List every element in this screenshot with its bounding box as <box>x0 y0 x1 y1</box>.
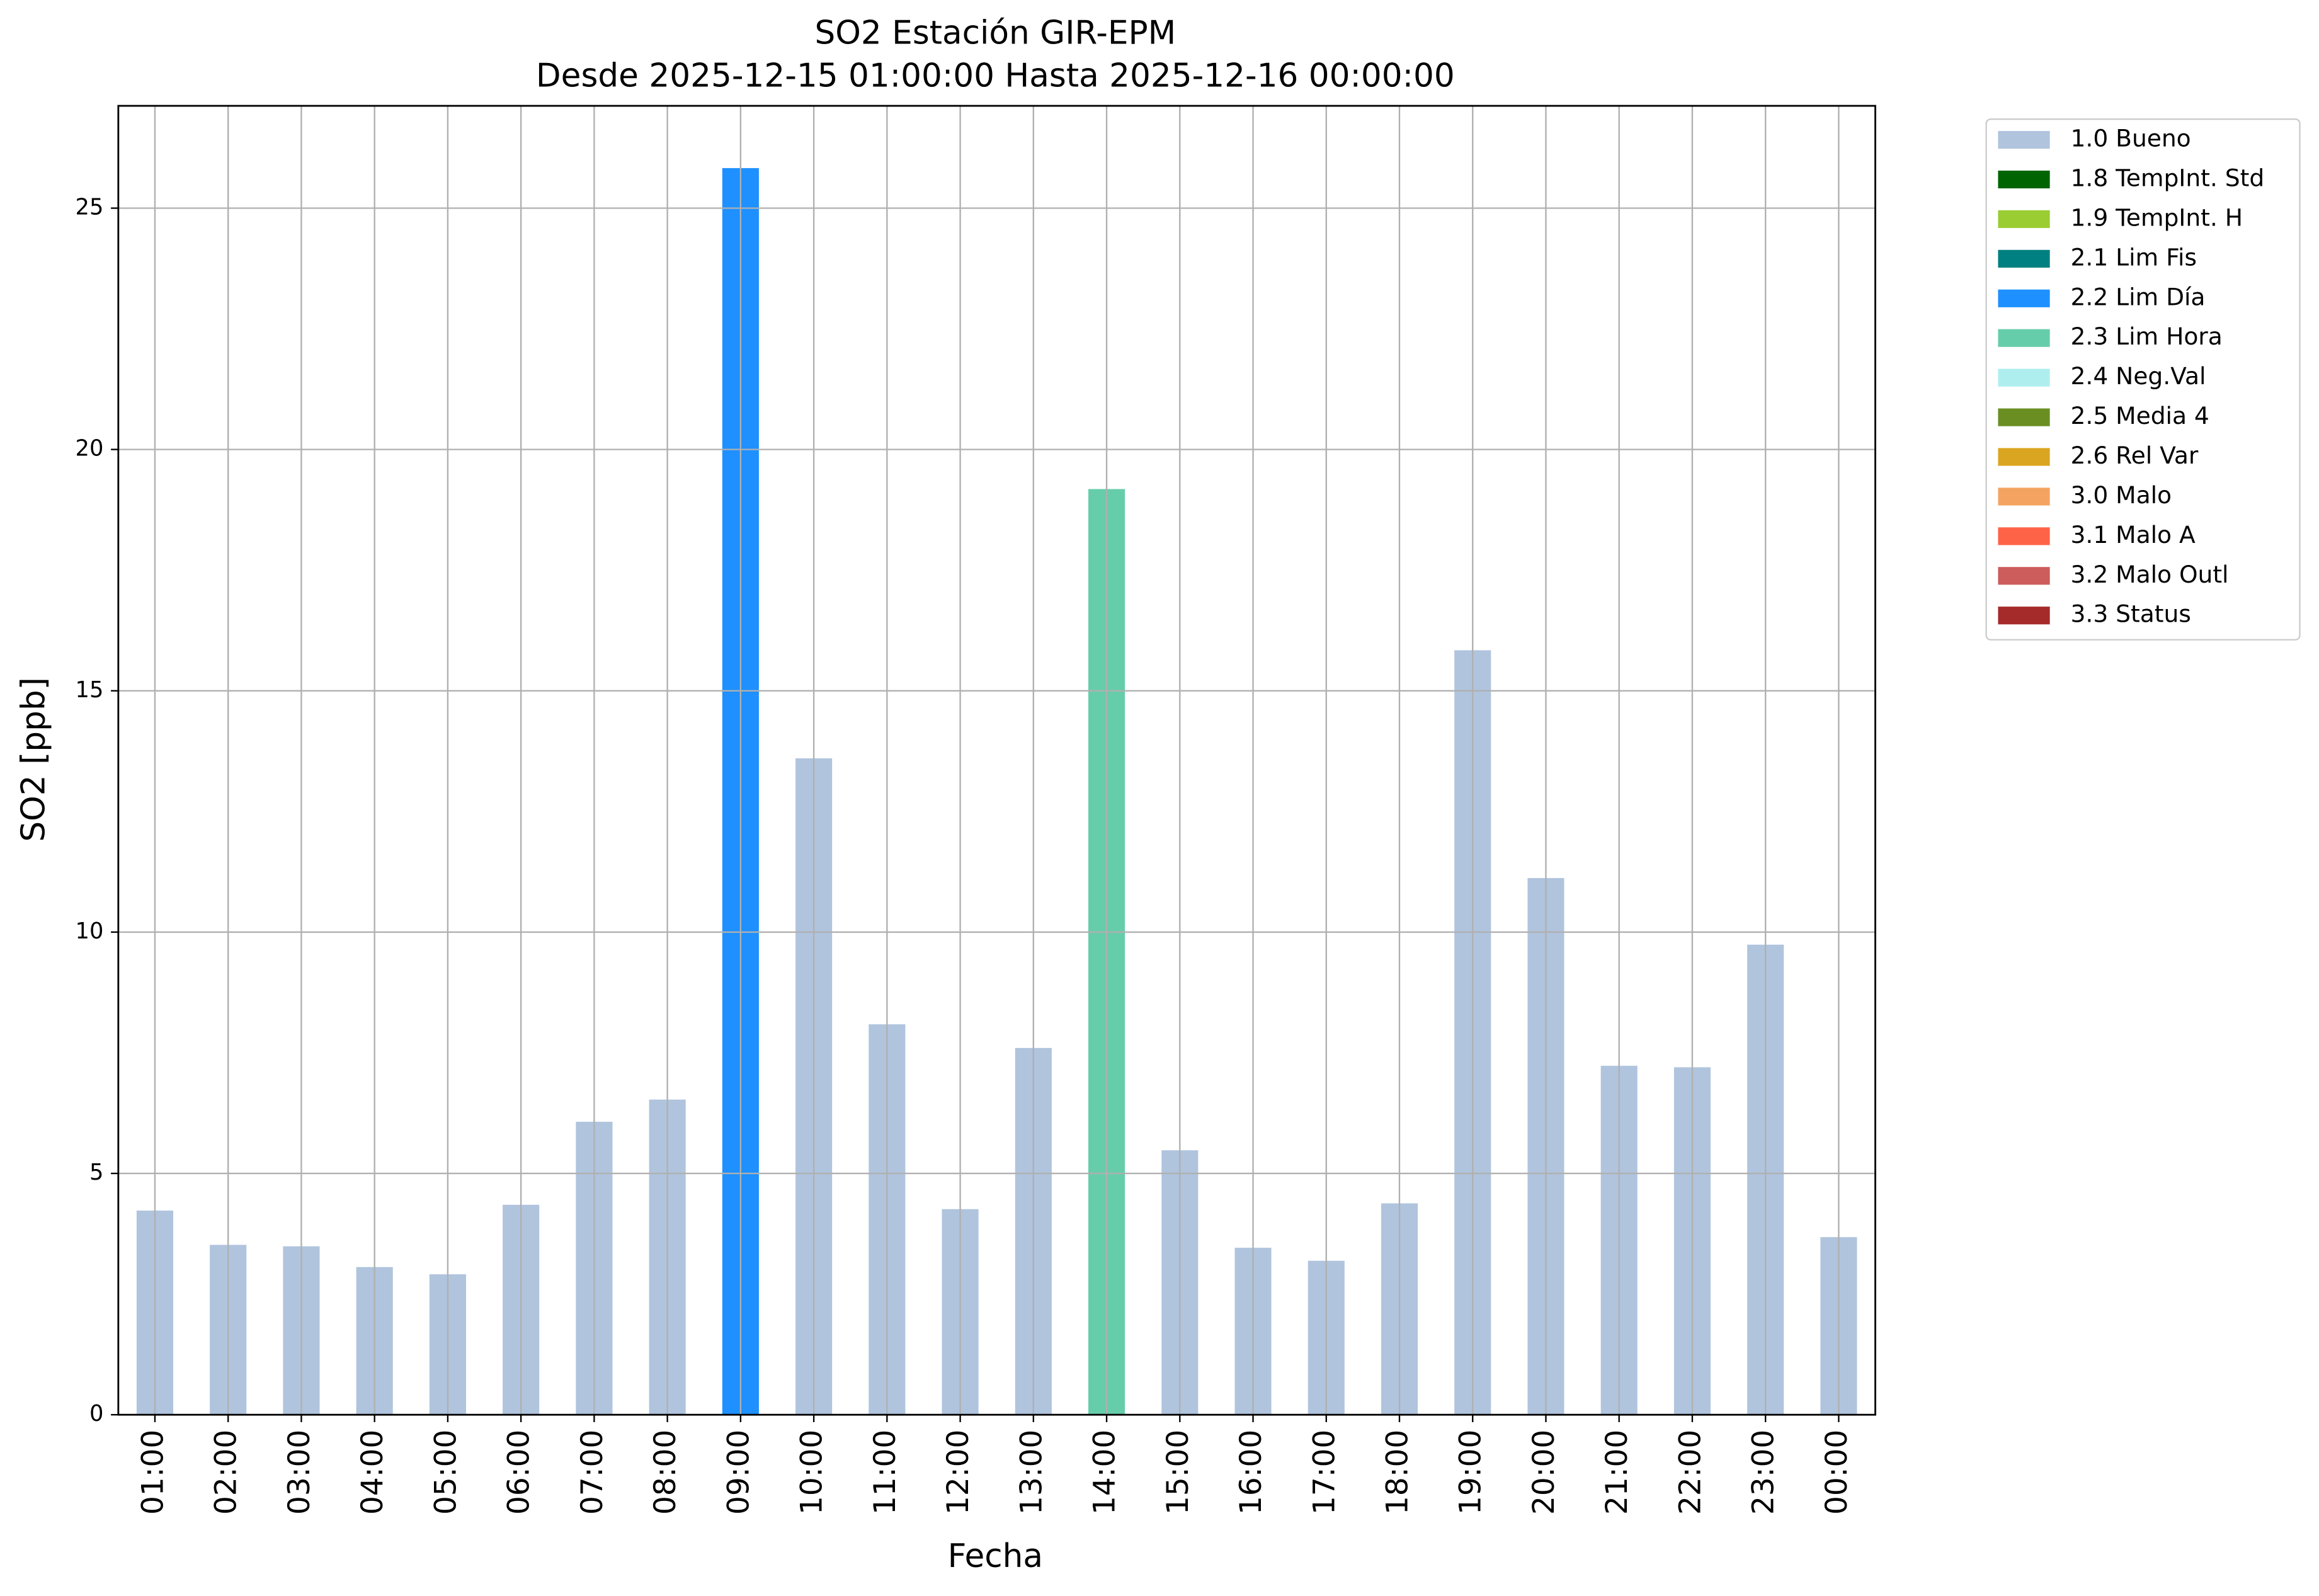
legend-label: 1.9 TempInt. H <box>2071 203 2243 231</box>
x-tick-label: 07:00 <box>575 1430 610 1515</box>
legend-swatch <box>1998 130 2050 149</box>
legend-swatch <box>1998 408 2050 426</box>
legend-swatch <box>1998 170 2050 189</box>
y-tick-label: 10 <box>76 918 104 944</box>
x-tick-label: 05:00 <box>428 1430 463 1515</box>
x-tick-label: 01:00 <box>135 1430 170 1515</box>
legend-label: 3.3 Status <box>2071 600 2191 628</box>
legend-swatch <box>1998 448 2050 466</box>
x-tick-label: 19:00 <box>1454 1430 1488 1515</box>
legend-swatch <box>1998 249 2050 268</box>
y-tick-label: 5 <box>89 1160 103 1185</box>
legend-label: 1.0 Bueno <box>2071 125 2191 152</box>
x-tick-label: 17:00 <box>1307 1430 1342 1515</box>
legend-swatch <box>1998 289 2050 307</box>
plot-area: 0 5 10 15 20 25 01:00 02:00 03:00 04:00 05:00 06:00… <box>76 106 1876 1515</box>
y-tick-label: 15 <box>76 677 104 703</box>
y-tick-label: 0 <box>89 1401 103 1427</box>
legend-label: 3.0 Malo <box>2071 481 2172 509</box>
plot-frame <box>117 105 1876 1416</box>
y-axis-label: SO2 [ppb] <box>14 677 52 841</box>
x-tick-label: 03:00 <box>282 1430 317 1515</box>
legend-label: 1.8 TempInt. Std <box>2071 164 2265 191</box>
x-tick-label: 04:00 <box>355 1430 390 1515</box>
y-tick-label: 25 <box>76 194 104 220</box>
legend-label: 2.6 Rel Var <box>2071 442 2199 469</box>
x-tick-label: 20:00 <box>1527 1430 1561 1515</box>
legend-label: 2.1 Lim Fis <box>2071 243 2197 271</box>
legend: 1.0 Bueno 1.8 TempInt. Std 1.9 TempInt. H 2… <box>1985 118 2301 641</box>
legend-swatch <box>1998 487 2050 506</box>
x-tick-label: 23:00 <box>1746 1430 1781 1515</box>
chart-subtitle: Desde 2025-12-15 01:00:00 Hasta 2025-12-… <box>536 57 1455 94</box>
x-tick-label: 06:00 <box>502 1430 537 1515</box>
x-tick-label: 18:00 <box>1380 1430 1415 1515</box>
y-tick-label: 20 <box>76 436 104 462</box>
legend-swatch <box>1998 527 2050 545</box>
x-tick-label: 22:00 <box>1673 1430 1707 1515</box>
x-tick-label: 21:00 <box>1600 1430 1634 1515</box>
legend-box <box>1985 118 2301 641</box>
x-tick-label: 09:00 <box>721 1430 756 1515</box>
legend-label: 2.2 Lim Día <box>2071 283 2206 311</box>
x-tick-label: 13:00 <box>1014 1430 1049 1515</box>
legend-swatch <box>1998 368 2050 387</box>
x-tick-label: 15:00 <box>1161 1430 1195 1515</box>
x-tick-label: 14:00 <box>1088 1430 1122 1515</box>
legend-label: 3.2 Malo Outl <box>2071 561 2229 588</box>
x-tick-label: 11:00 <box>868 1430 903 1515</box>
legend-swatch <box>1998 607 2050 625</box>
x-tick-label: 16:00 <box>1234 1430 1268 1515</box>
legend-swatch <box>1998 329 2050 347</box>
x-tick-label: 02:00 <box>209 1430 244 1515</box>
legend-swatch <box>1998 210 2050 228</box>
legend-label: 2.3 Lim Hora <box>2071 322 2223 350</box>
x-tick-label: 10:00 <box>795 1430 829 1515</box>
x-axis-label: Fecha <box>948 1537 1043 1575</box>
chart-title: SO2 Estación GIR-EPM <box>814 14 1176 52</box>
legend-label: 2.4 Neg.Val <box>2071 362 2206 390</box>
legend-label: 2.5 Media 4 <box>2071 402 2209 430</box>
legend-swatch <box>1998 567 2050 585</box>
x-tick-label: 12:00 <box>941 1430 976 1515</box>
x-tick-label: 00:00 <box>1820 1430 1854 1515</box>
legend-label: 3.1 Malo A <box>2071 521 2196 549</box>
x-tick-label: 08:00 <box>648 1430 683 1515</box>
